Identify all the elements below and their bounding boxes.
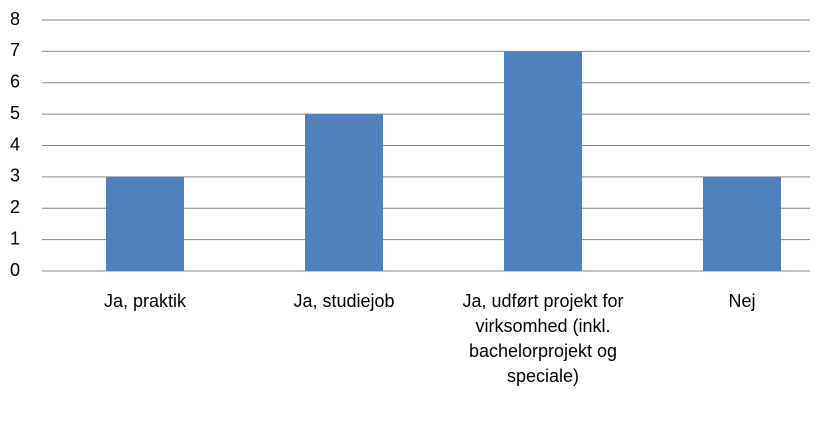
x-tick-label: Ja, studiejob <box>293 291 394 311</box>
bar <box>703 176 781 271</box>
y-tick-label: 7 <box>10 40 20 60</box>
y-tick-label: 6 <box>10 72 20 92</box>
y-tick-label: 1 <box>10 228 20 248</box>
y-tick-label: 3 <box>10 166 20 186</box>
y-tick-label: 8 <box>10 9 20 29</box>
y-tick-label: 0 <box>10 260 20 280</box>
bar <box>106 176 184 271</box>
x-tick-label: Ja, praktik <box>104 291 187 311</box>
y-tick-label: 5 <box>10 103 20 123</box>
y-tick-label: 4 <box>10 134 20 154</box>
bar <box>504 51 582 271</box>
x-tick-label: Ja, udført projekt for virksomhed (inkl. b… <box>462 291 623 386</box>
y-tick-label: 2 <box>10 197 20 217</box>
x-tick-label: Nej <box>728 291 755 311</box>
bar <box>305 114 383 271</box>
